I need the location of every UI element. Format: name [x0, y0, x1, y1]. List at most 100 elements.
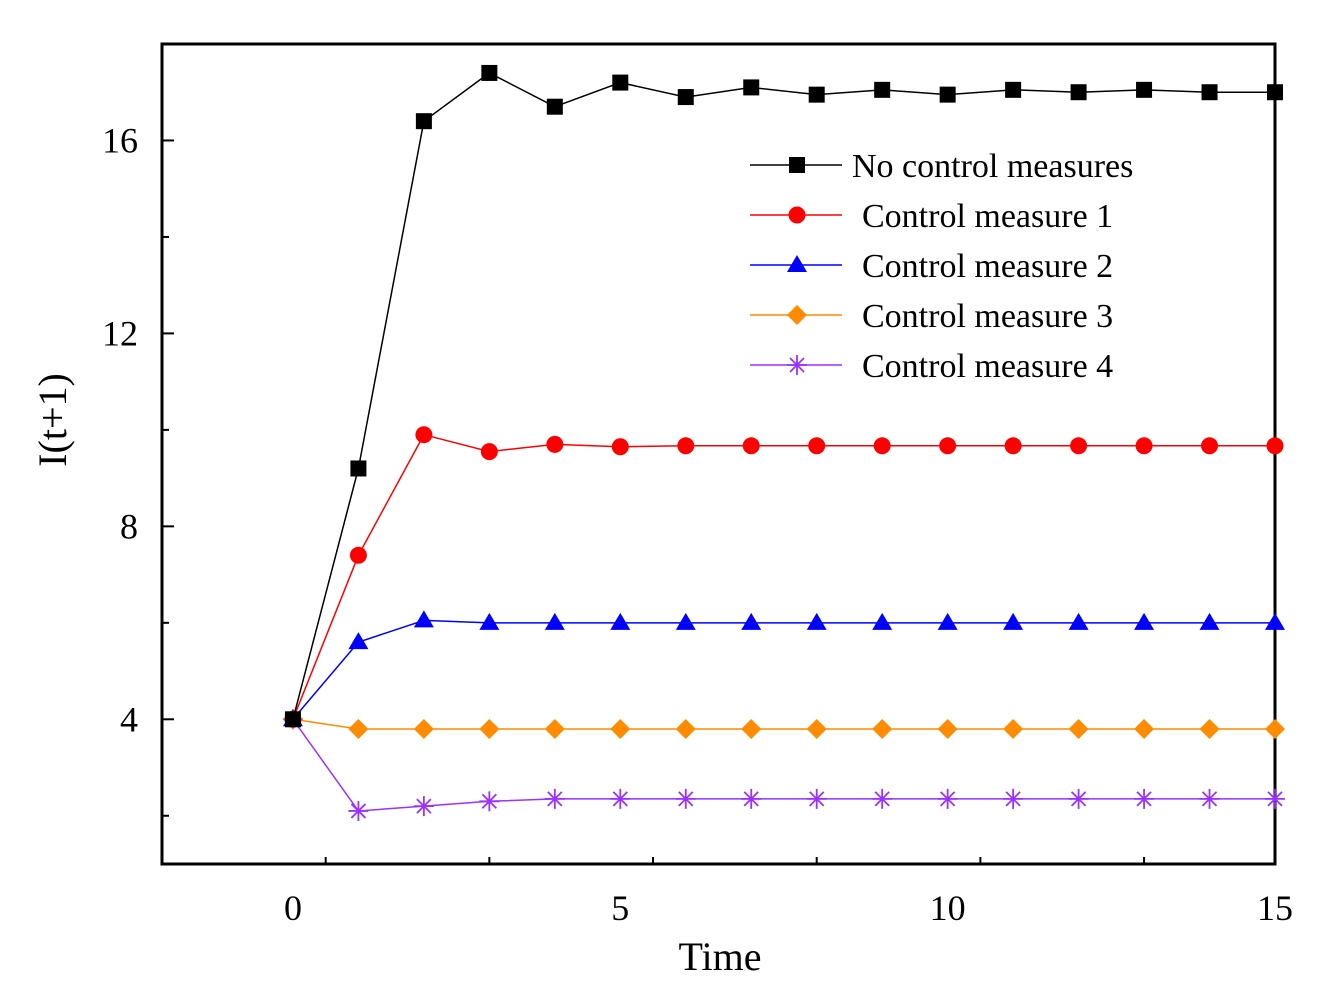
data-point — [1005, 81, 1022, 98]
data-point — [872, 718, 893, 739]
data-point — [675, 718, 696, 739]
data-point — [939, 437, 957, 455]
series-layer — [282, 64, 1285, 821]
data-point — [1068, 612, 1089, 630]
data-point — [479, 791, 500, 812]
series-no-control-measures — [284, 64, 1283, 728]
data-point — [675, 788, 696, 809]
data-point — [808, 86, 825, 103]
legend-label: Control measure 4 — [862, 348, 1113, 385]
data-point — [1201, 437, 1219, 455]
data-point — [544, 612, 565, 630]
data-point — [808, 437, 826, 455]
data-point — [939, 86, 956, 103]
data-point — [1004, 437, 1022, 455]
data-point — [544, 718, 565, 739]
data-point — [1003, 612, 1024, 630]
series-control-measure-4 — [282, 709, 1285, 821]
y-axis-title: I(t+1) — [30, 373, 75, 467]
data-point — [1135, 437, 1153, 455]
series-line — [292, 718, 1275, 812]
data-point — [1070, 84, 1087, 101]
x-tick-label: 5 — [611, 888, 629, 928]
data-point — [741, 788, 762, 809]
data-point — [610, 718, 631, 739]
data-point — [1134, 718, 1155, 739]
data-point — [1199, 718, 1220, 739]
axes: 0 5 10 15 4 8 12 16 — [102, 42, 1293, 928]
data-point — [1068, 718, 1089, 739]
data-point — [546, 98, 563, 115]
data-point — [348, 632, 369, 650]
series-control-measure-1 — [284, 426, 1284, 728]
data-point — [1003, 718, 1024, 739]
legend-label: No control measures — [852, 148, 1133, 185]
data-point — [937, 612, 958, 630]
data-point — [413, 718, 434, 739]
data-point — [675, 612, 696, 630]
data-point — [677, 89, 694, 106]
data-point — [1267, 84, 1283, 101]
y-tick-label: 8 — [120, 506, 138, 546]
legend-label: Control measure 1 — [862, 198, 1113, 235]
data-point — [874, 81, 891, 98]
legend-marker — [787, 355, 807, 375]
data-point — [1265, 612, 1285, 630]
y-tick-label: 4 — [120, 699, 138, 739]
data-point — [1134, 788, 1155, 809]
data-point — [480, 443, 498, 461]
legend-label: Control measure 3 — [862, 298, 1113, 335]
legend-entry: Control measure 4 — [750, 348, 1113, 385]
data-point — [610, 612, 631, 630]
data-point — [284, 711, 301, 728]
data-point — [741, 718, 762, 739]
data-point — [1068, 788, 1089, 809]
x-tick-label: 0 — [284, 888, 302, 928]
x-tick-label: 10 — [930, 888, 966, 928]
series-control-measure-3 — [282, 709, 1285, 739]
series-line — [292, 433, 1275, 720]
data-point — [610, 788, 631, 809]
data-point — [873, 437, 891, 455]
legend-marker — [788, 206, 806, 224]
data-point — [1070, 437, 1088, 455]
data-point — [1199, 788, 1220, 809]
data-point — [1134, 612, 1155, 630]
data-point — [350, 460, 367, 477]
legend-entry: Control measure 1 — [750, 198, 1113, 235]
data-point — [1265, 788, 1285, 809]
data-point — [544, 788, 565, 809]
data-point — [806, 612, 827, 630]
data-point — [872, 612, 893, 630]
legend-entry: Control measure 3 — [750, 298, 1113, 335]
data-point — [1003, 788, 1024, 809]
data-point — [479, 612, 500, 630]
legend-entry: Control measure 2 — [750, 248, 1113, 285]
data-point — [742, 437, 760, 455]
data-point — [1265, 718, 1285, 739]
y-tick-label: 12 — [102, 313, 138, 353]
data-point — [413, 796, 434, 817]
data-point — [806, 718, 827, 739]
legend-marker — [787, 255, 807, 272]
data-point — [1201, 84, 1218, 101]
data-point — [415, 426, 433, 444]
data-point — [806, 788, 827, 809]
data-point — [677, 437, 695, 455]
data-point — [872, 788, 893, 809]
data-point — [612, 74, 629, 91]
data-point — [479, 718, 500, 739]
series-control-measure-2 — [282, 610, 1285, 727]
data-point — [481, 64, 498, 81]
data-point — [1199, 612, 1220, 630]
series-line — [292, 718, 1275, 730]
data-point — [415, 113, 432, 130]
data-point — [743, 79, 760, 96]
series-line — [292, 72, 1275, 720]
legend-marker — [787, 305, 807, 325]
legend-marker — [789, 157, 805, 173]
data-point — [1266, 437, 1284, 455]
data-point — [413, 610, 434, 628]
data-point — [546, 435, 564, 453]
